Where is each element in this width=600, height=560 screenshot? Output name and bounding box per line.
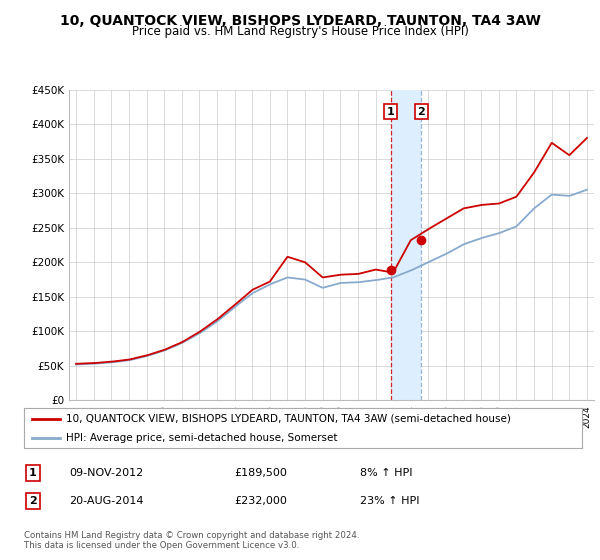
Text: 10, QUANTOCK VIEW, BISHOPS LYDEARD, TAUNTON, TA4 3AW (semi-detached house): 10, QUANTOCK VIEW, BISHOPS LYDEARD, TAUN… xyxy=(66,414,511,424)
Text: 2: 2 xyxy=(29,496,37,506)
Text: 23% ↑ HPI: 23% ↑ HPI xyxy=(360,496,419,506)
Text: 20-AUG-2014: 20-AUG-2014 xyxy=(69,496,143,506)
Text: Price paid vs. HM Land Registry's House Price Index (HPI): Price paid vs. HM Land Registry's House … xyxy=(131,25,469,38)
Text: Contains HM Land Registry data © Crown copyright and database right 2024.
This d: Contains HM Land Registry data © Crown c… xyxy=(24,531,359,550)
Text: £232,000: £232,000 xyxy=(234,496,287,506)
Text: 8% ↑ HPI: 8% ↑ HPI xyxy=(360,468,413,478)
Text: HPI: Average price, semi-detached house, Somerset: HPI: Average price, semi-detached house,… xyxy=(66,433,337,443)
Text: 2: 2 xyxy=(418,107,425,116)
Text: 09-NOV-2012: 09-NOV-2012 xyxy=(69,468,143,478)
Text: 10, QUANTOCK VIEW, BISHOPS LYDEARD, TAUNTON, TA4 3AW: 10, QUANTOCK VIEW, BISHOPS LYDEARD, TAUN… xyxy=(59,14,541,28)
Text: 1: 1 xyxy=(29,468,37,478)
Text: £189,500: £189,500 xyxy=(234,468,287,478)
Text: 1: 1 xyxy=(386,107,394,116)
Bar xyxy=(391,90,421,400)
